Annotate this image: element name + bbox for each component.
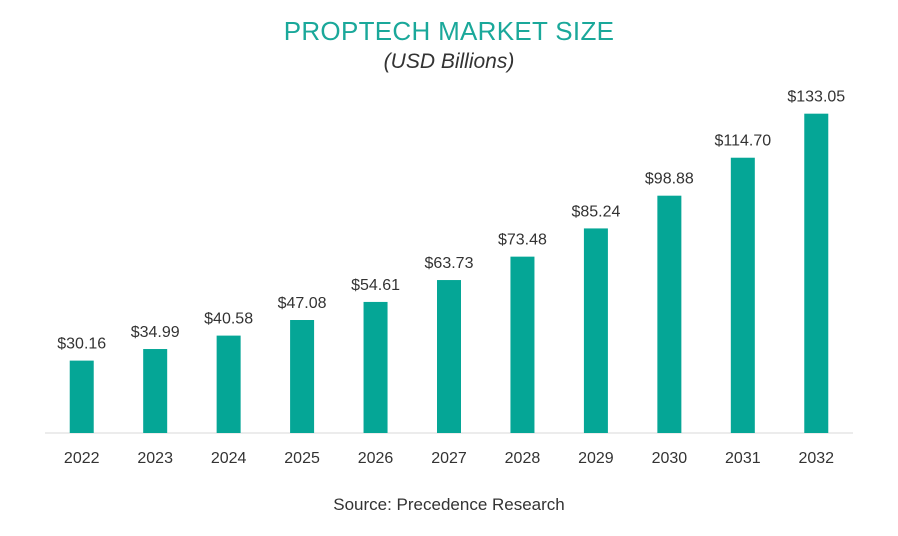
bar-2027: [437, 280, 461, 433]
bar-2029: [583, 228, 608, 433]
source-note: Source: Precedence Research: [333, 495, 565, 514]
bar-2028: [510, 256, 535, 433]
data-label-2026: $54.61: [351, 277, 400, 294]
bar-2031: [730, 157, 755, 433]
bar-2024: [216, 335, 241, 433]
x-tick-label-2024: 2024: [211, 450, 247, 467]
bar-2022: [69, 360, 94, 433]
data-label-2030: $98.88: [645, 171, 694, 188]
data-label-2032: $133.05: [787, 89, 845, 106]
bar-2032: [804, 113, 829, 434]
x-tick-label-2027: 2027: [431, 450, 467, 467]
data-label-2027: $63.73: [425, 255, 474, 272]
x-tick-label-2023: 2023: [137, 450, 173, 467]
chart-subtitle: (USD Billions): [383, 50, 515, 73]
bar-2025: [290, 320, 315, 433]
data-label-2031: $114.70: [714, 133, 771, 150]
bar-2023: [143, 349, 168, 433]
data-label-2024: $40.58: [204, 311, 253, 328]
x-tick-label-2026: 2026: [358, 450, 394, 467]
data-label-2023: $34.99: [131, 324, 180, 341]
x-tick-label-2022: 2022: [64, 450, 100, 467]
data-label-2022: $30.16: [57, 336, 106, 353]
data-label-2025: $47.08: [278, 295, 327, 312]
bar-2030: [657, 195, 682, 433]
data-label-2028: $73.48: [498, 232, 547, 249]
x-tick-label-2032: 2032: [798, 450, 834, 467]
bar-2026: [363, 301, 388, 433]
data-label-2029: $85.24: [571, 203, 620, 220]
x-tick-label-2025: 2025: [284, 450, 320, 467]
x-tick-label-2029: 2029: [578, 450, 614, 467]
x-tick-label-2031: 2031: [725, 450, 761, 467]
x-tick-label-2028: 2028: [505, 450, 541, 467]
x-tick-label-2030: 2030: [652, 450, 688, 467]
chart-title: PROPTECH MARKET SIZE: [283, 16, 615, 46]
